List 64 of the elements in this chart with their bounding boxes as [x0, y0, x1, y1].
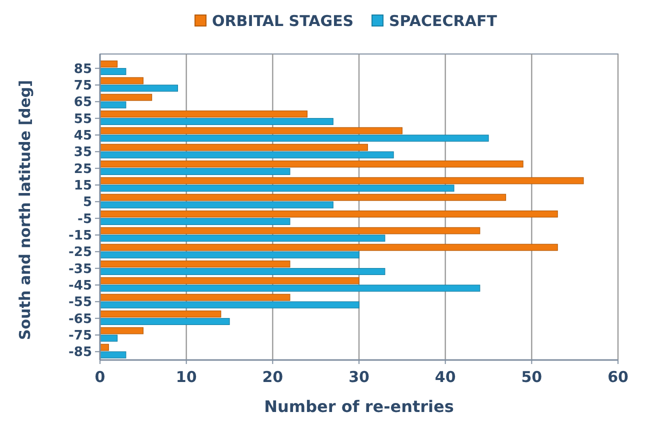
- bar: [100, 310, 222, 318]
- bar: [100, 144, 368, 151]
- legend-label: ORBITAL STAGES: [212, 12, 354, 30]
- bar: [100, 134, 489, 142]
- bar: [100, 251, 360, 258]
- y-tick-label: -75: [68, 328, 92, 344]
- bar: [100, 184, 454, 192]
- y-tick-label: -5: [78, 212, 92, 227]
- bar: [100, 201, 334, 208]
- bar: [100, 218, 290, 226]
- x-tick-label: 0: [94, 368, 106, 386]
- bar: [100, 118, 334, 126]
- y-tick-label: -15: [68, 228, 92, 244]
- bar: [100, 110, 308, 118]
- bar: [100, 101, 126, 108]
- y-tick-label: 15: [74, 178, 92, 194]
- bar: [100, 284, 480, 292]
- legend-label: SPACECRAFT: [389, 12, 498, 30]
- bar: [100, 60, 118, 68]
- x-tick-label: 50: [521, 368, 542, 386]
- bar: [100, 227, 480, 234]
- bar: [100, 268, 386, 276]
- bar: [100, 301, 360, 308]
- y-tick-label: -55: [68, 295, 92, 310]
- y-tick-label: 25: [74, 162, 92, 177]
- x-tick-label: 30: [348, 368, 370, 386]
- x-tick-label: 10: [176, 368, 197, 386]
- y-tick-label: 5: [82, 195, 92, 210]
- x-tick-label: 40: [434, 368, 456, 386]
- bar: [100, 294, 290, 301]
- bar: [100, 194, 506, 201]
- bar: [100, 351, 126, 358]
- bar: [100, 334, 118, 342]
- x-axis-title: Number of re-entries: [264, 397, 454, 416]
- bar: [100, 168, 290, 176]
- bar: [100, 318, 230, 326]
- x-tick-label: 60: [608, 368, 628, 386]
- bar: [100, 151, 394, 158]
- bar: [100, 244, 558, 251]
- y-tick-label: 65: [74, 95, 92, 110]
- bar: [100, 77, 144, 84]
- y-tick-label: 45: [74, 128, 92, 144]
- bar: [100, 277, 360, 284]
- bar: [100, 234, 386, 242]
- y-tick-label: -85: [68, 345, 92, 360]
- bar: [100, 160, 524, 168]
- y-tick-label: -45: [68, 278, 92, 294]
- x-tick-label: 20: [262, 368, 284, 386]
- y-tick-label: 35: [74, 145, 92, 160]
- bar: [100, 260, 290, 268]
- bar: [100, 177, 584, 184]
- bar: [100, 68, 126, 76]
- y-tick-label: -65: [68, 312, 92, 327]
- bar: [100, 210, 558, 218]
- y-tick-label: -25: [68, 245, 92, 260]
- bar: [100, 127, 402, 134]
- bar: [100, 94, 152, 101]
- y-tick-label: 85: [74, 62, 92, 77]
- bar: [100, 327, 144, 334]
- bar: [100, 84, 178, 92]
- y-tick-label: 75: [74, 78, 92, 94]
- y-tick-label: -35: [68, 262, 92, 277]
- y-axis-title: South and north latitude [deg]: [16, 80, 34, 340]
- y-tick-label: 55: [74, 112, 92, 127]
